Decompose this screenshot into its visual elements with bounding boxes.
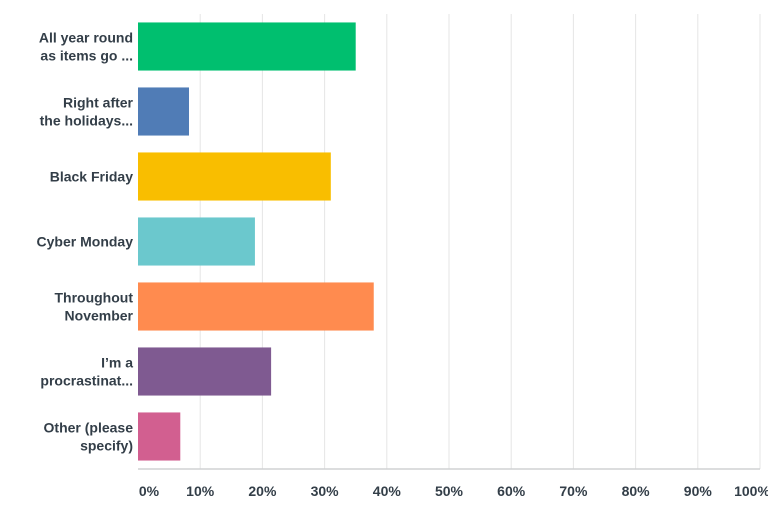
bar: [138, 412, 181, 461]
category-label: Right after the holidays...: [40, 95, 134, 129]
bar: [138, 282, 374, 331]
grid-lines: [199, 14, 761, 469]
bar: [138, 22, 356, 71]
category-label: All year round as items go ...: [39, 30, 133, 64]
tick-label: 10%: [186, 483, 215, 499]
bars: [138, 22, 374, 461]
tick-label: 30%: [311, 483, 340, 499]
tick-label: 0%: [139, 483, 160, 499]
bar: [138, 217, 255, 266]
tick-label: 40%: [373, 483, 402, 499]
tick-label: 50%: [435, 483, 464, 499]
tick-label: 90%: [684, 483, 713, 499]
tick-label: 60%: [497, 483, 526, 499]
category-label: Cyber Monday: [37, 234, 134, 250]
tick-label: 70%: [559, 483, 588, 499]
tick-label: 80%: [622, 483, 651, 499]
category-label: Other (please specify): [44, 420, 134, 454]
category-label: I’m a procrastinat...: [40, 355, 133, 389]
bar: [138, 152, 331, 201]
category-label: Throughout November: [54, 290, 133, 324]
tick-label: 100%: [734, 483, 768, 499]
bar: [138, 347, 272, 396]
category-labels: All year round as items go ... Right after…: [37, 30, 134, 454]
bar: [138, 87, 190, 136]
category-label: Black Friday: [50, 169, 133, 185]
tick-label: 20%: [248, 483, 277, 499]
tick-labels: 0% 10% 20% 30% 40% 50% 60% 70% 80% 90% 100%: [139, 483, 768, 499]
